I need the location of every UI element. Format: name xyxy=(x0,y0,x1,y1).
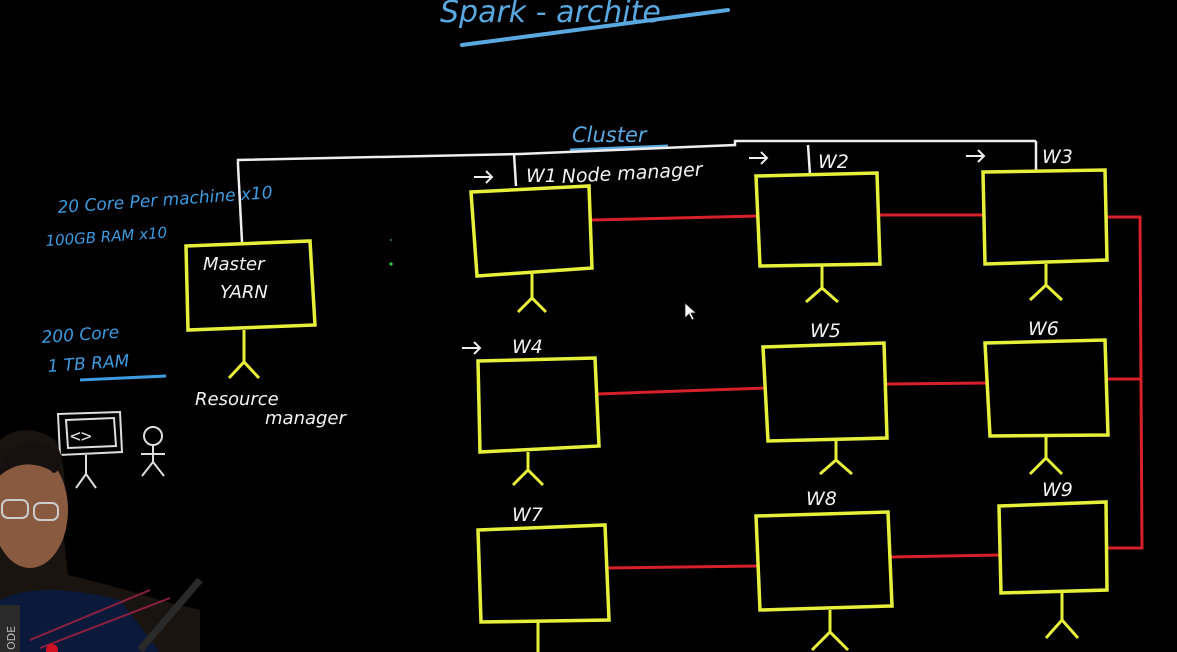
worker-label: W9 xyxy=(1042,479,1073,501)
worker-node: W3 xyxy=(981,146,1109,302)
cursor-icon xyxy=(684,302,698,321)
worker-node: W6 xyxy=(983,318,1110,476)
worker-label: W6 xyxy=(1028,318,1059,340)
worker-label: W5 xyxy=(810,320,841,342)
webcam-presenter: ODE xyxy=(0,430,203,652)
note-total-ram: 1 TB RAM xyxy=(47,351,130,377)
yarn-label: YARN xyxy=(220,282,268,303)
arrow-icon xyxy=(749,151,769,165)
worker-node: W8 xyxy=(754,488,894,652)
worker-label: W3 xyxy=(1042,146,1073,168)
worker-node: W7 xyxy=(476,504,611,652)
worker-node: W1 xyxy=(469,165,594,314)
user-stick-figure-icon xyxy=(141,426,165,477)
arrow-icon xyxy=(966,149,986,163)
worker-label: W7 xyxy=(512,504,543,526)
worker-label: W4 xyxy=(512,336,543,358)
worker-label: W8 xyxy=(806,488,837,510)
worker-label: W2 xyxy=(818,151,849,173)
note-ram-underline xyxy=(79,374,167,382)
master-node: Master YARN Resource manager xyxy=(184,239,348,429)
board-title: Spark - archite xyxy=(440,0,661,30)
worker-label: W1 xyxy=(526,165,557,187)
cluster-label: Cluster xyxy=(572,123,648,147)
manager-label: manager xyxy=(265,408,348,429)
resource-label: Resource xyxy=(195,389,279,410)
arrow-icon xyxy=(474,170,494,184)
node-manager-label: Node manager xyxy=(561,159,704,188)
cluster-bus xyxy=(236,139,1038,243)
svg-text:<>: <> xyxy=(70,426,92,447)
title-underline xyxy=(460,8,730,47)
watermark-text: ODE xyxy=(5,626,18,650)
code-screen-icon: <> xyxy=(56,410,124,489)
cluster-underline xyxy=(569,144,669,152)
worker-node: W2 xyxy=(754,151,882,304)
worker-node: W4 xyxy=(476,336,601,487)
master-label: Master xyxy=(203,254,266,275)
note-per-machine-ram: 100GB RAM x10 xyxy=(45,224,168,250)
marker-dot xyxy=(389,262,393,266)
marker-dot xyxy=(390,239,392,241)
arrow-icon xyxy=(462,341,482,355)
worker-node: W9 xyxy=(997,479,1109,639)
worker-node: W5 xyxy=(761,320,889,476)
arrows xyxy=(462,149,986,355)
network-links xyxy=(591,213,1144,570)
note-total-cores: 200 Core xyxy=(41,323,120,348)
